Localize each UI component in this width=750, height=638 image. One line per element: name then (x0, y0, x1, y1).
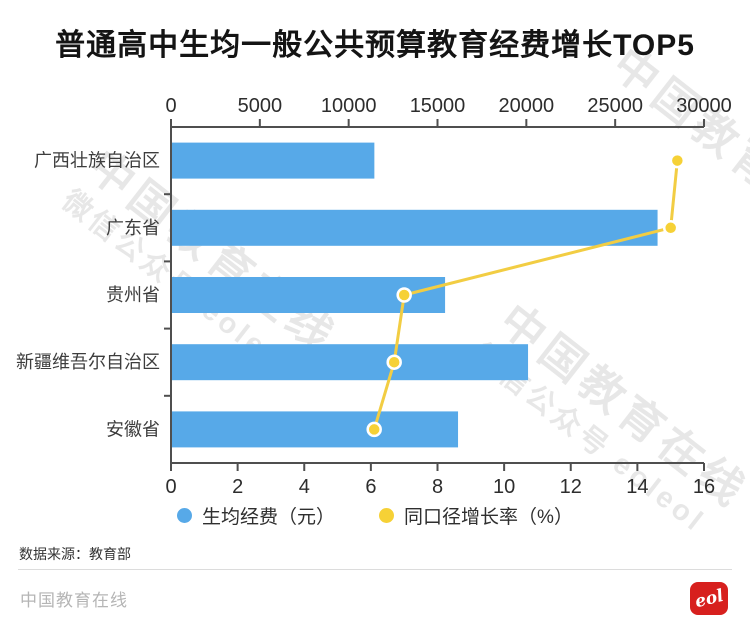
bottom-axis-label: 14 (626, 476, 648, 498)
bar-新疆维吾尔自治区 (172, 344, 529, 381)
source-note: 数据来源：教育部 (19, 546, 131, 562)
bottom-axis-label: 12 (560, 476, 582, 498)
top-axis-label: 15000 (410, 95, 466, 117)
bottom-axis-label: 6 (365, 476, 376, 498)
category-label: 新疆维吾尔自治区 (16, 352, 160, 372)
bottom-axis-label: 16 (693, 476, 715, 498)
top-axis-label: 10000 (321, 95, 377, 117)
category-label: 贵州省 (106, 285, 160, 305)
top-axis-label: 30000 (676, 95, 732, 117)
growth-point-新疆维吾尔自治区 (386, 354, 402, 370)
bottom-axis-label: 10 (493, 476, 515, 498)
eol-logo: eol (690, 582, 728, 615)
bottom-axis-label: 8 (432, 476, 443, 498)
yellow-dot-icon (379, 508, 395, 523)
legend-item-line-series: 同口径增长率（%） (379, 502, 573, 529)
growth-point-安徽省 (366, 421, 382, 438)
growth-point-广西壮族自治区 (669, 152, 686, 169)
bar-广西壮族自治区 (172, 142, 375, 179)
combo-bar-line-chart: 0 5000 10000 15000 20000 25000 30000 0 2 4 6 8 10 12 1… (16, 95, 732, 498)
top-axis-label: 25000 (587, 95, 643, 117)
blue-dot-icon (177, 508, 193, 523)
bottom-axis-label: 4 (299, 476, 310, 498)
brand-text: 中国教育在线 (20, 591, 128, 610)
logo-text: eol (692, 585, 726, 612)
top-axis-label: 0 (165, 95, 176, 117)
growth-point-贵州省 (396, 287, 412, 303)
growth-point-广东省 (662, 220, 679, 236)
category-label: 广东省 (106, 218, 160, 238)
top-axis-label: 5000 (238, 95, 283, 117)
bar-广东省 (172, 209, 658, 246)
bottom-axis-label: 2 (232, 476, 243, 498)
bar-安徽省 (172, 411, 459, 448)
top-axis-label: 20000 (499, 95, 555, 117)
legend-label: 同口径增长率（%） (404, 507, 573, 528)
category-label: 广西壮族自治区 (34, 151, 160, 171)
category-label: 安徽省 (106, 419, 160, 439)
legend-item-bar-series: 生均经费（元） (177, 502, 335, 529)
legend-label: 生均经费（元） (202, 507, 336, 528)
footer-divider (18, 569, 732, 570)
bottom-axis-label: 0 (165, 476, 176, 498)
chart-legend: 生均经费（元） 同口径增长率（%） (0, 502, 750, 529)
page-title: 普通高中生均一般公共预算教育经费增长TOP5 (55, 29, 695, 62)
